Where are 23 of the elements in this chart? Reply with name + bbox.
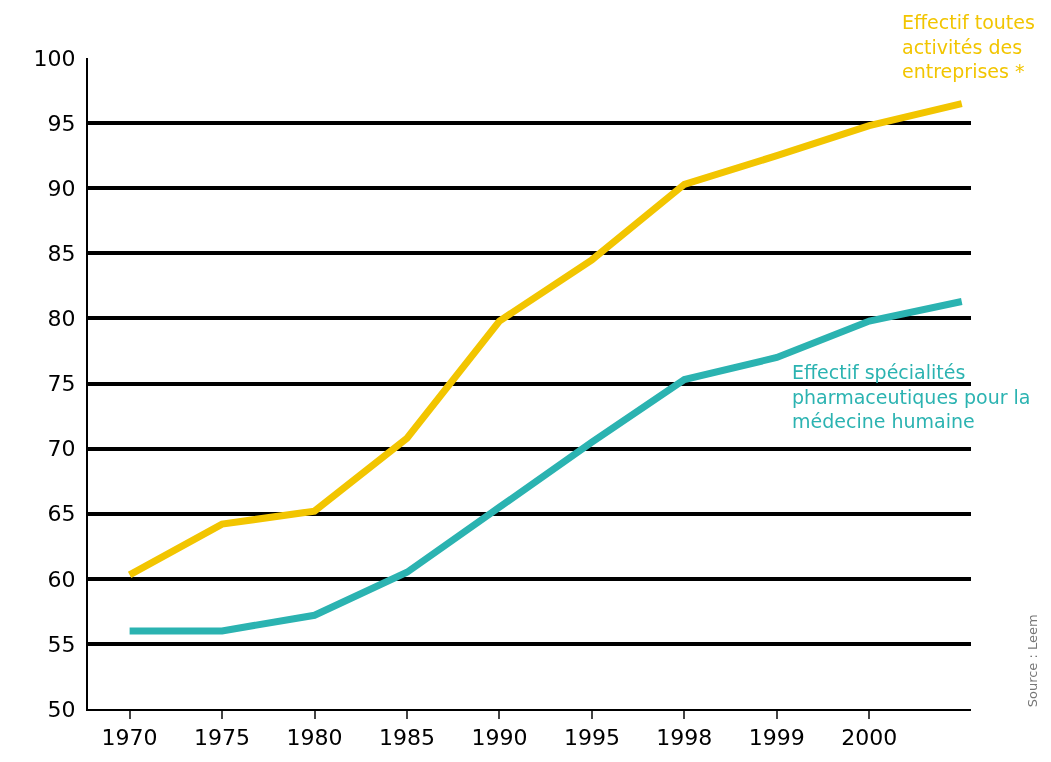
series-label: Effectif toutes activités des entreprises *: [902, 11, 1035, 83]
series-label: Effectif spécialités pharmaceutiques pour la médecine humaine: [792, 361, 1031, 433]
x-tick-label: 1975: [194, 725, 251, 751]
x-tick-label: 1998: [656, 725, 713, 751]
x-tick-label: 1990: [471, 725, 528, 751]
y-tick-label: 95: [47, 110, 76, 136]
y-tick-label: 50: [47, 696, 76, 722]
y-tick-label: 75: [47, 371, 76, 397]
y-tick-label: 85: [47, 241, 76, 266]
y-tick-label: 90: [47, 175, 76, 201]
x-tick-label: 1995: [563, 725, 620, 751]
x-tick-label: 1970: [101, 725, 158, 751]
x-tick-label: 1980: [286, 725, 343, 751]
y-tick-label: 80: [47, 306, 76, 332]
y-tick-label: 65: [47, 501, 76, 527]
x-tick-label: 1985: [378, 725, 435, 751]
y-tick-label: 60: [47, 566, 76, 592]
source-note: Source : Leem: [1025, 614, 1041, 708]
x-tick-label: 1999: [748, 725, 805, 751]
x-tick-label: 2000: [841, 725, 898, 751]
y-tick-label: 70: [47, 436, 76, 462]
y-tick-label: 100: [33, 45, 76, 71]
y-tick-label: 55: [47, 631, 76, 657]
